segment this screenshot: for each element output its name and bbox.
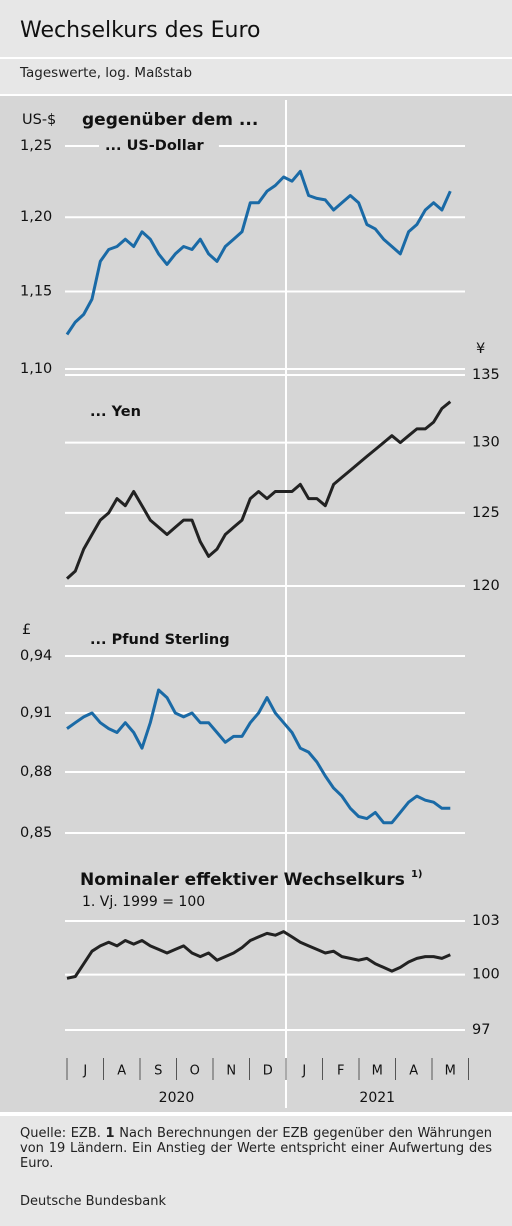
chart: 1,25 1,20 1,15 1,10 US-$ ... US-Dollar 135 130 1… [0, 96, 512, 1112]
unit-label: ¥ [476, 341, 485, 357]
footer: Quelle: EZB. 1 Nach Berechnungen der EZB… [0, 1116, 512, 1226]
footnote: Quelle: EZB. 1 Nach Berechnungen der EZB… [20, 1126, 492, 1171]
series-line [65, 400, 452, 580]
unit-label: £ [22, 622, 31, 638]
x-tick-label: D [263, 1064, 273, 1079]
panel-subtitle: 1. Vj. 1999 = 100 [82, 894, 205, 910]
y-tick-label: 0,91 [20, 705, 52, 721]
y-tick-label: 130 [472, 435, 500, 451]
series-label: ... US-Dollar [105, 138, 205, 154]
x-tick-label: J [301, 1064, 306, 1079]
y-tick-label: 1,10 [20, 361, 52, 377]
y-tick-label: 0,88 [20, 764, 52, 780]
y-tick-label: 0,94 [20, 648, 52, 664]
plot-background [0, 96, 512, 1112]
series-label: ... Pfund Sterling [90, 632, 230, 648]
panel-title-text: Nominaler effektiver Wechselkurs [80, 870, 405, 890]
x-tick-label: O [190, 1064, 200, 1079]
label-background [84, 402, 155, 422]
title: Wechselkurs des Euro [20, 18, 261, 43]
series-line [66, 930, 451, 980]
subtitle: Tageswerte, log. Maßstab [20, 65, 193, 81]
y-tick-label: 125 [472, 505, 500, 521]
x-tick-label: N [226, 1064, 236, 1079]
source: Quelle: EZB. [20, 1126, 101, 1141]
x-tick-label: M [445, 1064, 456, 1079]
series-label: ... Yen [90, 404, 141, 420]
y-tick-label: 120 [472, 578, 500, 594]
y-tick-label: 0,85 [20, 825, 52, 841]
x-tick-label: A [409, 1064, 418, 1079]
y-tick-label: 100 [472, 967, 500, 983]
publisher: Deutsche Bundesbank [20, 1194, 167, 1209]
group-title: gegenüber dem ... [82, 110, 258, 130]
unit-label: US-$ [22, 112, 56, 128]
y-tick-label: 135 [472, 367, 500, 383]
y-tick-label: 1,15 [20, 283, 52, 299]
panel-title: Nominaler effektiver Wechselkurs 1) [80, 869, 422, 890]
header: Wechselkurs des Euro Tageswerte, log. Ma… [0, 0, 512, 94]
x-tick-label: S [154, 1064, 162, 1079]
y-tick-label: 1,20 [20, 209, 52, 225]
y-tick-label: 97 [472, 1022, 490, 1038]
y-tick-label: 1,25 [20, 138, 52, 154]
x-tick-label: J [82, 1064, 87, 1079]
series-line [65, 169, 452, 336]
y-tick-label: 103 [472, 913, 500, 929]
separator [0, 57, 512, 59]
label-background [84, 630, 246, 650]
series-line [66, 688, 451, 825]
x-tick-label: A [117, 1064, 126, 1079]
year-label: 2020 [159, 1090, 195, 1106]
label-background [99, 136, 219, 156]
x-tick-label: M [372, 1064, 383, 1079]
note-number: 1 [105, 1126, 115, 1141]
panel-title-note: 1) [411, 869, 423, 880]
x-tick-label: F [337, 1064, 344, 1079]
note-text: Nach Berechnungen der EZB gegenüber den … [20, 1126, 492, 1171]
year-label: 2021 [359, 1090, 395, 1106]
